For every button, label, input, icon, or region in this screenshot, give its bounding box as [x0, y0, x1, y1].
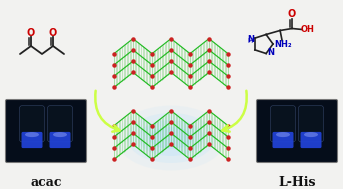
- FancyBboxPatch shape: [257, 99, 338, 163]
- Text: O: O: [49, 28, 57, 38]
- Ellipse shape: [127, 113, 215, 163]
- FancyBboxPatch shape: [20, 106, 45, 142]
- FancyBboxPatch shape: [5, 99, 86, 163]
- Ellipse shape: [53, 132, 67, 137]
- Text: O: O: [288, 9, 296, 19]
- FancyBboxPatch shape: [300, 132, 321, 148]
- Ellipse shape: [276, 132, 290, 137]
- Text: OH: OH: [300, 25, 314, 34]
- Ellipse shape: [116, 105, 226, 170]
- Text: acac: acac: [30, 177, 62, 189]
- Text: L-His: L-His: [278, 177, 316, 189]
- Ellipse shape: [25, 132, 39, 137]
- FancyBboxPatch shape: [272, 132, 294, 148]
- Ellipse shape: [149, 127, 193, 149]
- Text: H: H: [247, 38, 252, 44]
- Text: NH₂: NH₂: [274, 40, 292, 49]
- Text: N: N: [267, 48, 274, 57]
- Text: O: O: [27, 28, 35, 38]
- FancyBboxPatch shape: [298, 106, 323, 142]
- Text: N: N: [247, 35, 254, 44]
- FancyBboxPatch shape: [47, 106, 72, 142]
- FancyBboxPatch shape: [49, 132, 71, 148]
- FancyBboxPatch shape: [271, 106, 296, 142]
- Ellipse shape: [138, 120, 204, 156]
- Ellipse shape: [304, 132, 318, 137]
- FancyBboxPatch shape: [22, 132, 43, 148]
